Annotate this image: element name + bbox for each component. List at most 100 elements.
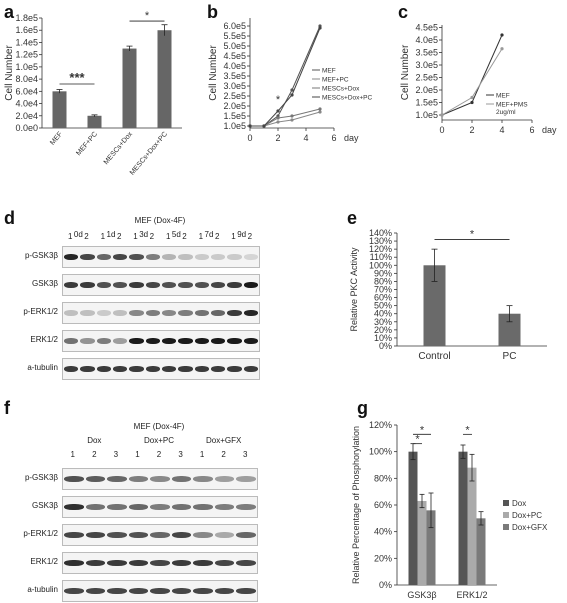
blot-group-label: 7d	[204, 230, 214, 239]
y-axis-label: Cell Number	[208, 45, 219, 101]
bar	[423, 265, 446, 346]
blot-lane-label: 2	[247, 232, 253, 241]
blot-band	[107, 504, 127, 510]
blot-band	[214, 560, 235, 566]
y-axis-label: Cell Number	[4, 45, 15, 101]
blot-band	[227, 310, 242, 316]
y-tick-label: 30%	[374, 317, 392, 327]
y-tick-label: 120%	[369, 420, 392, 430]
data-point	[290, 114, 294, 118]
blot-lane-label: 1	[67, 232, 73, 241]
blot-band	[211, 254, 226, 260]
blot-band	[211, 282, 226, 288]
y-tick-label: 4.0e4	[15, 99, 38, 109]
blot-band	[145, 366, 160, 372]
data-point	[262, 124, 266, 128]
blot-band	[113, 366, 128, 372]
blot-band	[162, 366, 177, 372]
blot-row-label: ERK1/2	[30, 557, 58, 566]
bar	[157, 30, 172, 128]
blot-lane-label: 1	[199, 450, 205, 459]
x-tick-label: 2	[469, 125, 474, 135]
legend-label: 2ug/ml	[496, 109, 516, 116]
blot-lane-label: 1	[100, 232, 106, 241]
blot-band	[80, 310, 95, 316]
y-tick-label: 110%	[370, 252, 392, 262]
blot-band	[80, 254, 95, 260]
x-tick-label: 0	[247, 133, 252, 143]
blot-band	[178, 338, 193, 344]
blot-band	[64, 310, 79, 316]
blot-strip	[62, 496, 258, 518]
bar	[122, 48, 137, 128]
blot-band	[243, 366, 258, 372]
blot-band	[162, 254, 177, 260]
blot-band	[236, 504, 256, 510]
blot-band	[113, 338, 128, 344]
blot-row-label: ERK1/2	[30, 335, 58, 344]
y-tick-label: 60%	[374, 500, 392, 510]
y-tick-label: 140%	[369, 228, 392, 238]
legend-label: MESCs+Dox+PC	[322, 95, 373, 102]
blot-lane-label: 1	[70, 450, 75, 459]
blot-band	[145, 310, 160, 316]
blot-lane-label: 3	[178, 450, 183, 459]
blot-band	[236, 560, 256, 566]
sig-label: *	[415, 434, 420, 446]
data-point	[276, 120, 280, 124]
y-tick-label: 0.0e0	[15, 123, 38, 133]
blot-band	[243, 310, 258, 316]
series-line	[441, 48, 503, 116]
y-tick-label: 70%	[374, 285, 392, 295]
blot-group-label: 1d	[106, 230, 116, 239]
blot-strip	[62, 524, 258, 546]
blot-lane-label: 3	[242, 450, 248, 459]
blot-band	[178, 366, 193, 372]
sig-label: *	[420, 424, 425, 436]
blot-group-label: Dox+GFX	[205, 436, 242, 445]
blot-lane-label: 1	[198, 232, 204, 241]
bar	[426, 510, 436, 585]
blot-band	[113, 254, 128, 260]
blot-group-label: 5d	[171, 230, 181, 239]
blot-group-label: 3d	[139, 230, 149, 239]
blot-lane-label: 2	[182, 232, 187, 241]
blot-band	[194, 366, 209, 372]
y-tick-label: 100%	[369, 447, 392, 457]
y-tick-label: 6.0e4	[15, 86, 38, 96]
data-point	[248, 124, 252, 128]
y-tick-label: 40%	[374, 309, 392, 319]
panel-letter-c: c	[398, 2, 409, 22]
y-tick-label: 1.0e5	[415, 110, 438, 120]
blot-band	[236, 476, 256, 482]
blot-band	[171, 532, 192, 538]
chart-g-phosphorylation-bar: 0% 20% 40% 60% 80% 100% 120% Relative Percentag…	[351, 420, 548, 600]
x-tick-label: PC	[503, 351, 517, 362]
blot-band	[162, 338, 177, 344]
y-tick-label: 5.0e5	[223, 41, 246, 51]
y-tick-label: 1.6e5	[15, 25, 38, 35]
blot-band	[129, 338, 144, 344]
y-tick-label: 5.5e5	[223, 31, 246, 41]
blot-band	[227, 282, 242, 288]
blot-lane-label: 2	[92, 450, 97, 459]
y-tick-label: 1.2e5	[15, 50, 38, 60]
blot-band	[162, 310, 177, 316]
blot-band	[129, 282, 144, 288]
blot-band	[243, 338, 258, 344]
blot-lane-label: 2	[84, 232, 89, 241]
panel-letter-f: f	[4, 398, 10, 418]
sig-label: *	[465, 424, 470, 436]
blot-band	[80, 366, 95, 372]
blot-band	[178, 310, 193, 316]
y-tick-label: 40%	[374, 527, 392, 537]
y-tick-label: 50%	[374, 301, 392, 311]
panel-letter-d: d	[4, 208, 15, 228]
blot-band	[171, 504, 192, 510]
blot-band	[64, 588, 84, 594]
y-tick-label: 60%	[374, 293, 392, 303]
legend-label: MEF	[496, 93, 510, 100]
legend-label: MESCs+Dox	[322, 86, 360, 93]
y-axis-label: Cell Number	[400, 44, 411, 100]
blot-band	[64, 476, 84, 482]
